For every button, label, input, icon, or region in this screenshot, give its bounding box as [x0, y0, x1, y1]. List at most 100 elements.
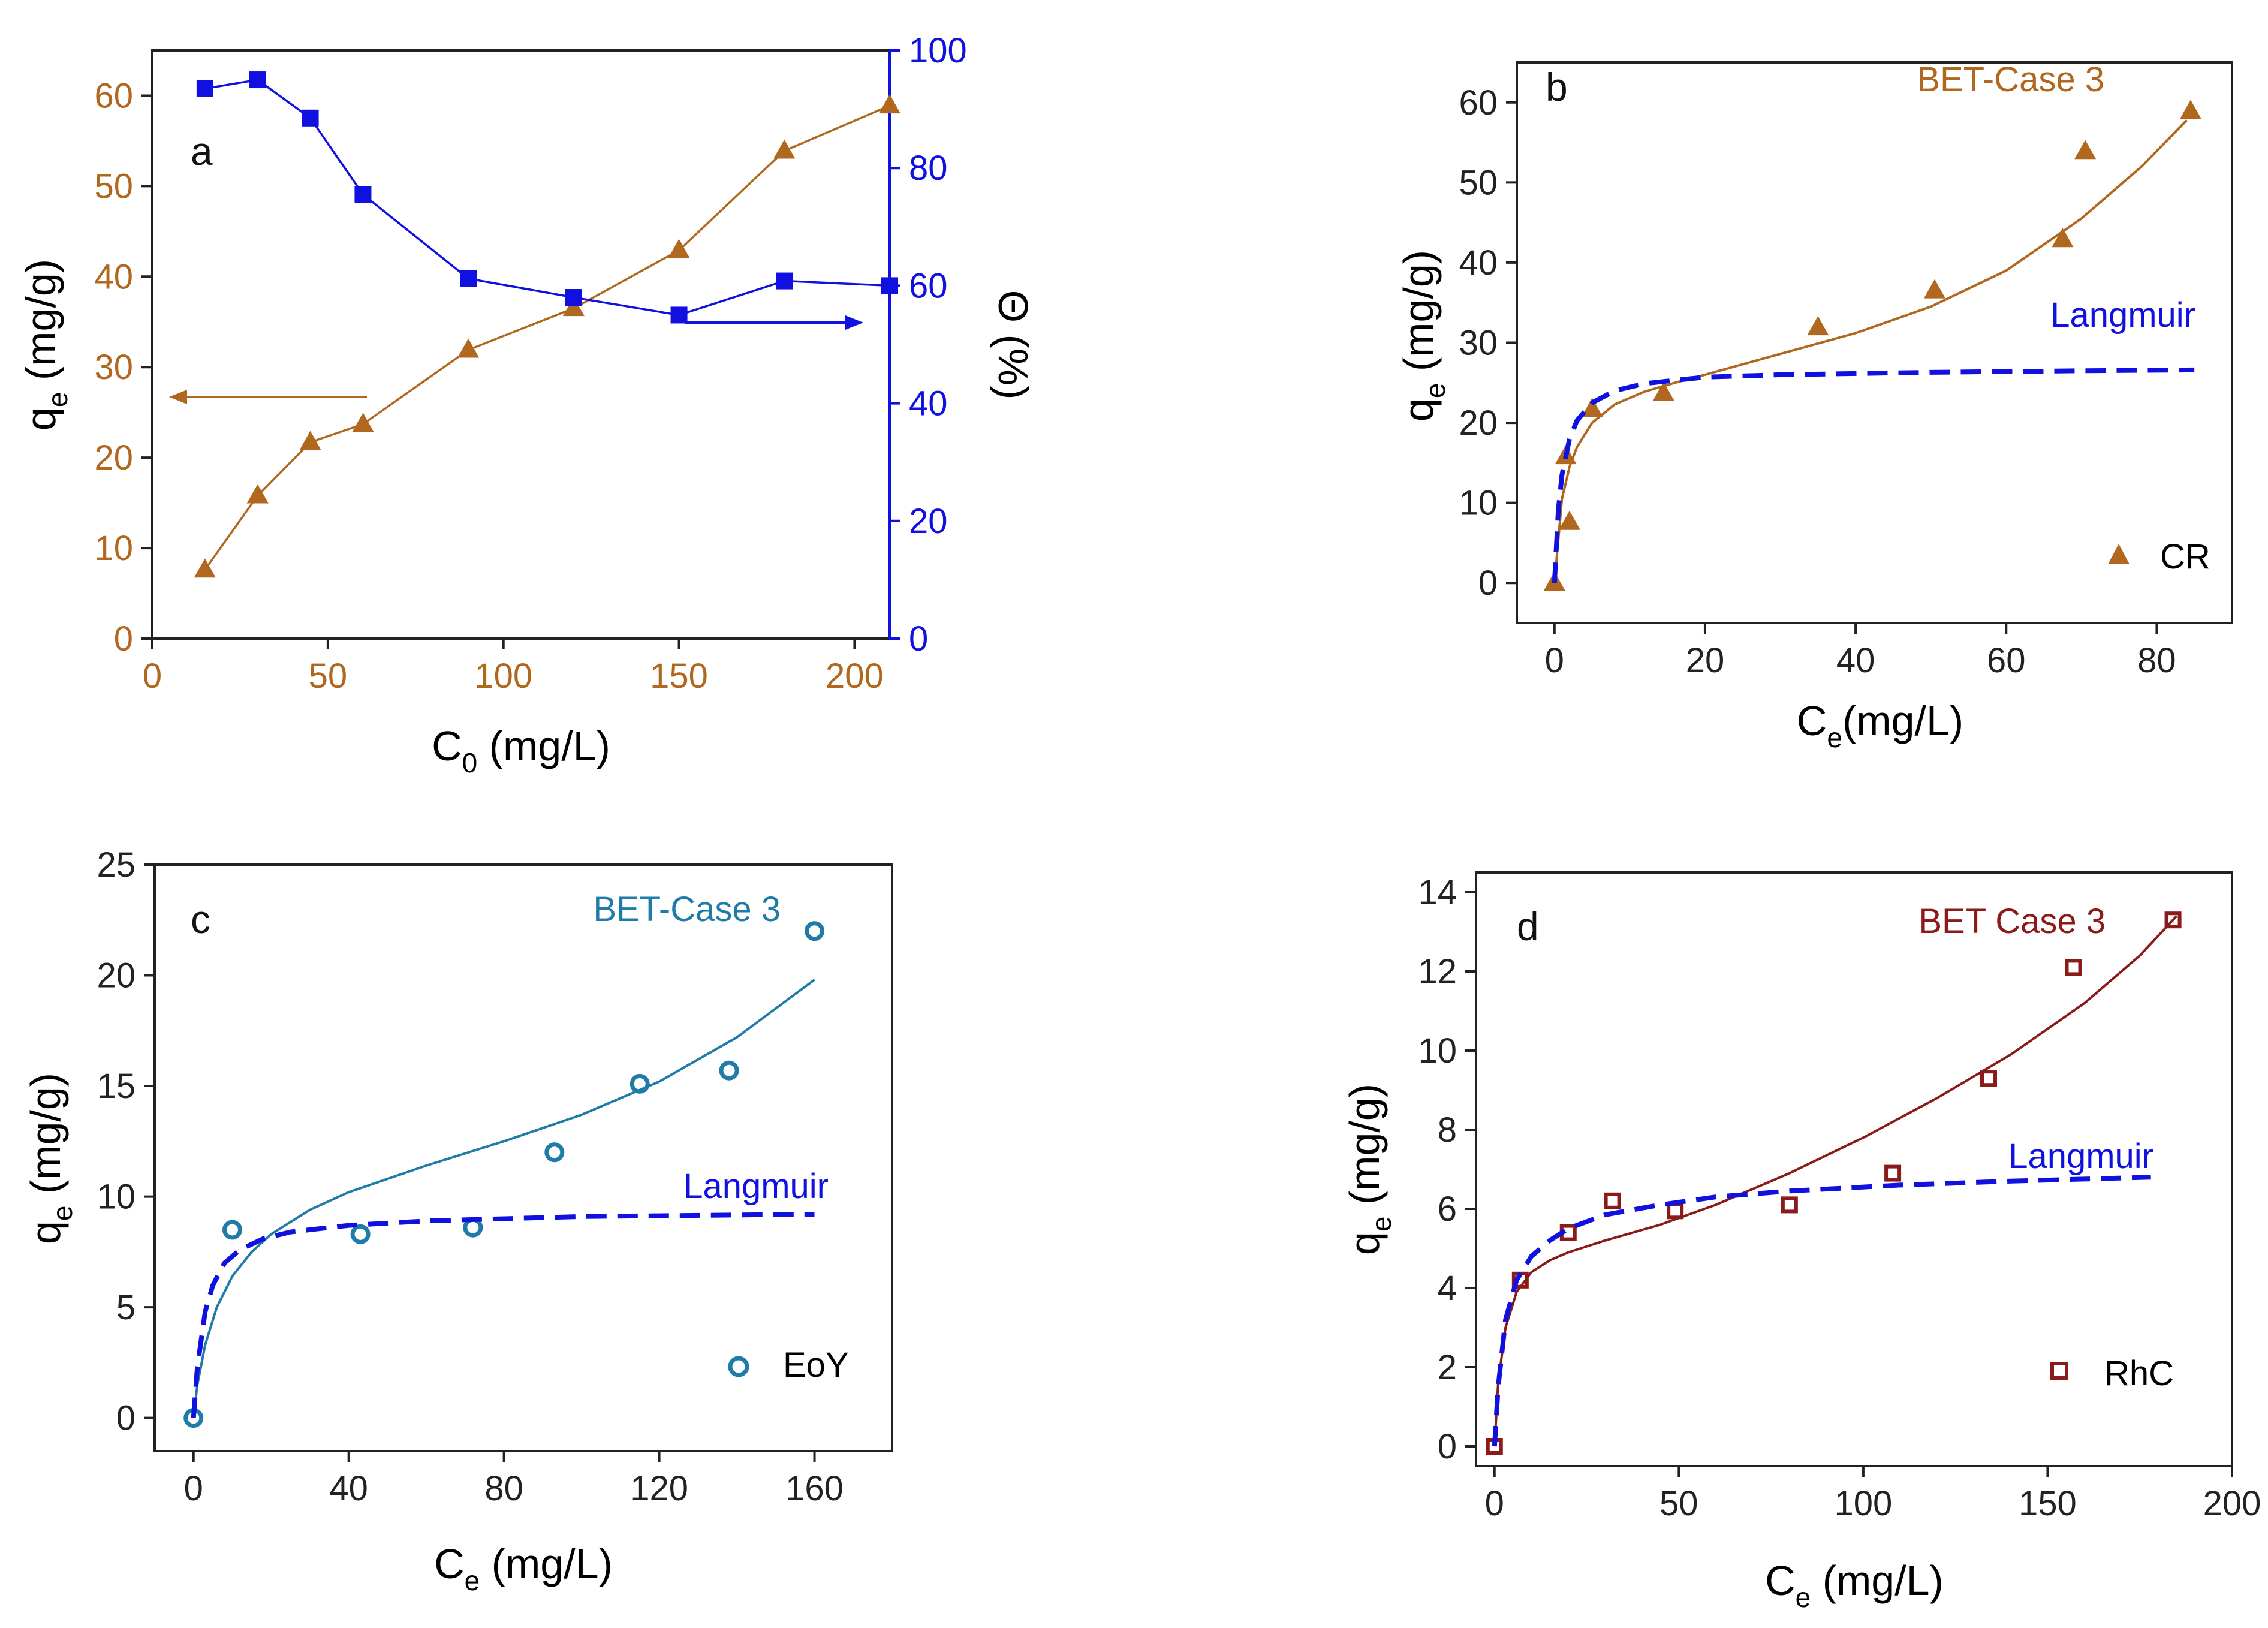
y-tick-label: 4	[1438, 1269, 1457, 1308]
data-point-circle	[630, 1073, 650, 1094]
panel-b-legend-marker	[2108, 544, 2130, 564]
y-tick-label: 0	[114, 619, 133, 658]
data-point-triangle	[1923, 279, 1945, 299]
panel-b-x-ticks: 0 20 40 60 80	[1545, 623, 2176, 680]
data-point-square	[302, 109, 319, 127]
y-tick-label: 8	[1438, 1111, 1457, 1149]
panel-c-legend-label: EoY	[783, 1346, 849, 1385]
y2-tick-label: 100	[909, 31, 967, 70]
langmuir-fit-line	[191, 1212, 815, 1418]
langmuir-fit-line	[1492, 1175, 2151, 1447]
y-tick-label: 10	[94, 529, 133, 568]
x-tick-label: 100	[474, 657, 532, 696]
panel-a-left-arrow	[169, 390, 367, 404]
y-tick-label: 20	[1459, 404, 1498, 443]
y-tick-label: 2	[1438, 1348, 1457, 1387]
data-point-triangle	[2179, 100, 2201, 119]
panel-b-x-label: Ce(mg/L)	[1797, 697, 1963, 753]
panel-c-x-label: Ce (mg/L)	[434, 1540, 613, 1596]
data-point-square	[776, 272, 793, 290]
panel-a-right-arrow	[685, 315, 863, 330]
x-tick-label: 0	[143, 657, 162, 696]
panel-b-langmuir-label: Langmuir	[2050, 296, 2195, 335]
data-point-square-open	[1980, 1070, 1998, 1087]
panel-d-x-label: Ce (mg/L)	[1765, 1557, 1944, 1613]
panel-c-y-ticks: 0 5 10 15 20 25	[97, 845, 155, 1438]
panel-c-langmuir-label: Langmuir	[683, 1167, 829, 1206]
panel-c-frame	[153, 863, 893, 1452]
data-point-triangle	[773, 139, 796, 159]
y2-tick-label: 20	[909, 502, 948, 541]
panel-b-frame	[1516, 61, 2233, 624]
y-tick-label: 40	[1459, 243, 1498, 282]
data-point-square-open	[1781, 1196, 1798, 1214]
y-tick-label: 0	[1478, 564, 1498, 603]
panel-d: 0 50 100 150 200 0 2 4 6 8 10 12 14 d BET Case 3 La…	[1341, 871, 2261, 1613]
data-point-triangle	[457, 338, 480, 358]
data-point-square	[354, 186, 372, 203]
data-point-circle	[222, 1220, 242, 1240]
y-tick-label: 6	[1438, 1190, 1457, 1229]
panel-c-letter: c	[191, 897, 210, 941]
y2-tick-label: 0	[909, 619, 928, 658]
panel-c-series	[183, 921, 825, 1428]
series-connector-qe	[204, 104, 890, 571]
panel-a-letter: a	[191, 129, 213, 173]
x-tick-label: 0	[1485, 1484, 1504, 1523]
bet-fit-line	[1493, 915, 2178, 1447]
panel-c-x-ticks: 0 40 80 120 160	[184, 1451, 844, 1508]
x-tick-label: 40	[1836, 641, 1875, 680]
data-point-circle	[350, 1224, 371, 1244]
data-point-square-open	[1604, 1192, 1621, 1209]
data-point-triangle	[194, 558, 216, 578]
data-point-triangle	[299, 431, 321, 450]
data-point-triangle	[352, 413, 374, 432]
y-tick-label: 5	[116, 1288, 135, 1327]
panel-b-series	[1543, 100, 2201, 591]
data-point-triangle	[1807, 316, 1829, 336]
panel-a-x-ticks: 0 50 100 150 200	[143, 639, 884, 696]
data-point-triangle	[1652, 381, 1674, 401]
panel-d-y-ticks: 0 2 4 6 8 10 12 14	[1418, 873, 1476, 1466]
y-tick-label: 60	[94, 76, 133, 115]
data-point-triangle	[1558, 510, 1580, 530]
y-tick-label: 15	[97, 1067, 135, 1106]
panel-d-letter: d	[1517, 904, 1539, 949]
panel-a-y-label: qe (mg/g)	[17, 259, 73, 431]
data-point-triangle	[1581, 398, 1603, 417]
data-point-square	[565, 289, 582, 306]
data-point-square	[249, 71, 266, 89]
data-point-square	[196, 80, 213, 97]
panel-c-legend-marker	[728, 1356, 749, 1377]
panel-b: 0 20 40 60 80 0 10 20 30 40 50 60 b BET-Case 3 Lan…	[1395, 60, 2233, 753]
y-tick-label: 10	[97, 1178, 135, 1217]
y-tick-label: 20	[94, 438, 133, 477]
panel-d-bet-label: BET Case 3	[1918, 902, 2106, 941]
panel-b-letter: b	[1546, 65, 1568, 109]
panel-d-y-label: qe (mg/g)	[1341, 1084, 1397, 1255]
x-tick-label: 80	[2137, 641, 2176, 680]
x-tick-label: 80	[484, 1469, 523, 1508]
x-tick-label: 100	[1834, 1484, 1892, 1523]
panel-d-legend-marker	[2050, 1362, 2068, 1380]
panel-a-x-label: C0 (mg/L)	[432, 723, 610, 778]
panel-d-legend: RhC	[2050, 1354, 2174, 1393]
y-tick-label: 14	[1418, 873, 1457, 912]
panel-d-frame	[1475, 871, 2233, 1467]
x-tick-label: 0	[1545, 641, 1564, 680]
data-point-triangle	[2074, 140, 2097, 160]
panel-b-y-label: qe (mg/g)	[1395, 250, 1451, 422]
panel-b-bet-label: BET-Case 3	[1917, 60, 2104, 99]
y-tick-label: 20	[97, 956, 135, 995]
panel-a-frame	[151, 49, 891, 640]
x-tick-label: 150	[650, 657, 708, 696]
x-tick-label: 160	[785, 1469, 844, 1508]
data-point-circle	[719, 1060, 739, 1081]
x-tick-label: 40	[329, 1469, 368, 1508]
y-tick-label: 10	[1459, 484, 1498, 523]
data-point-triangle	[879, 94, 900, 114]
y-tick-label: 30	[94, 348, 133, 387]
